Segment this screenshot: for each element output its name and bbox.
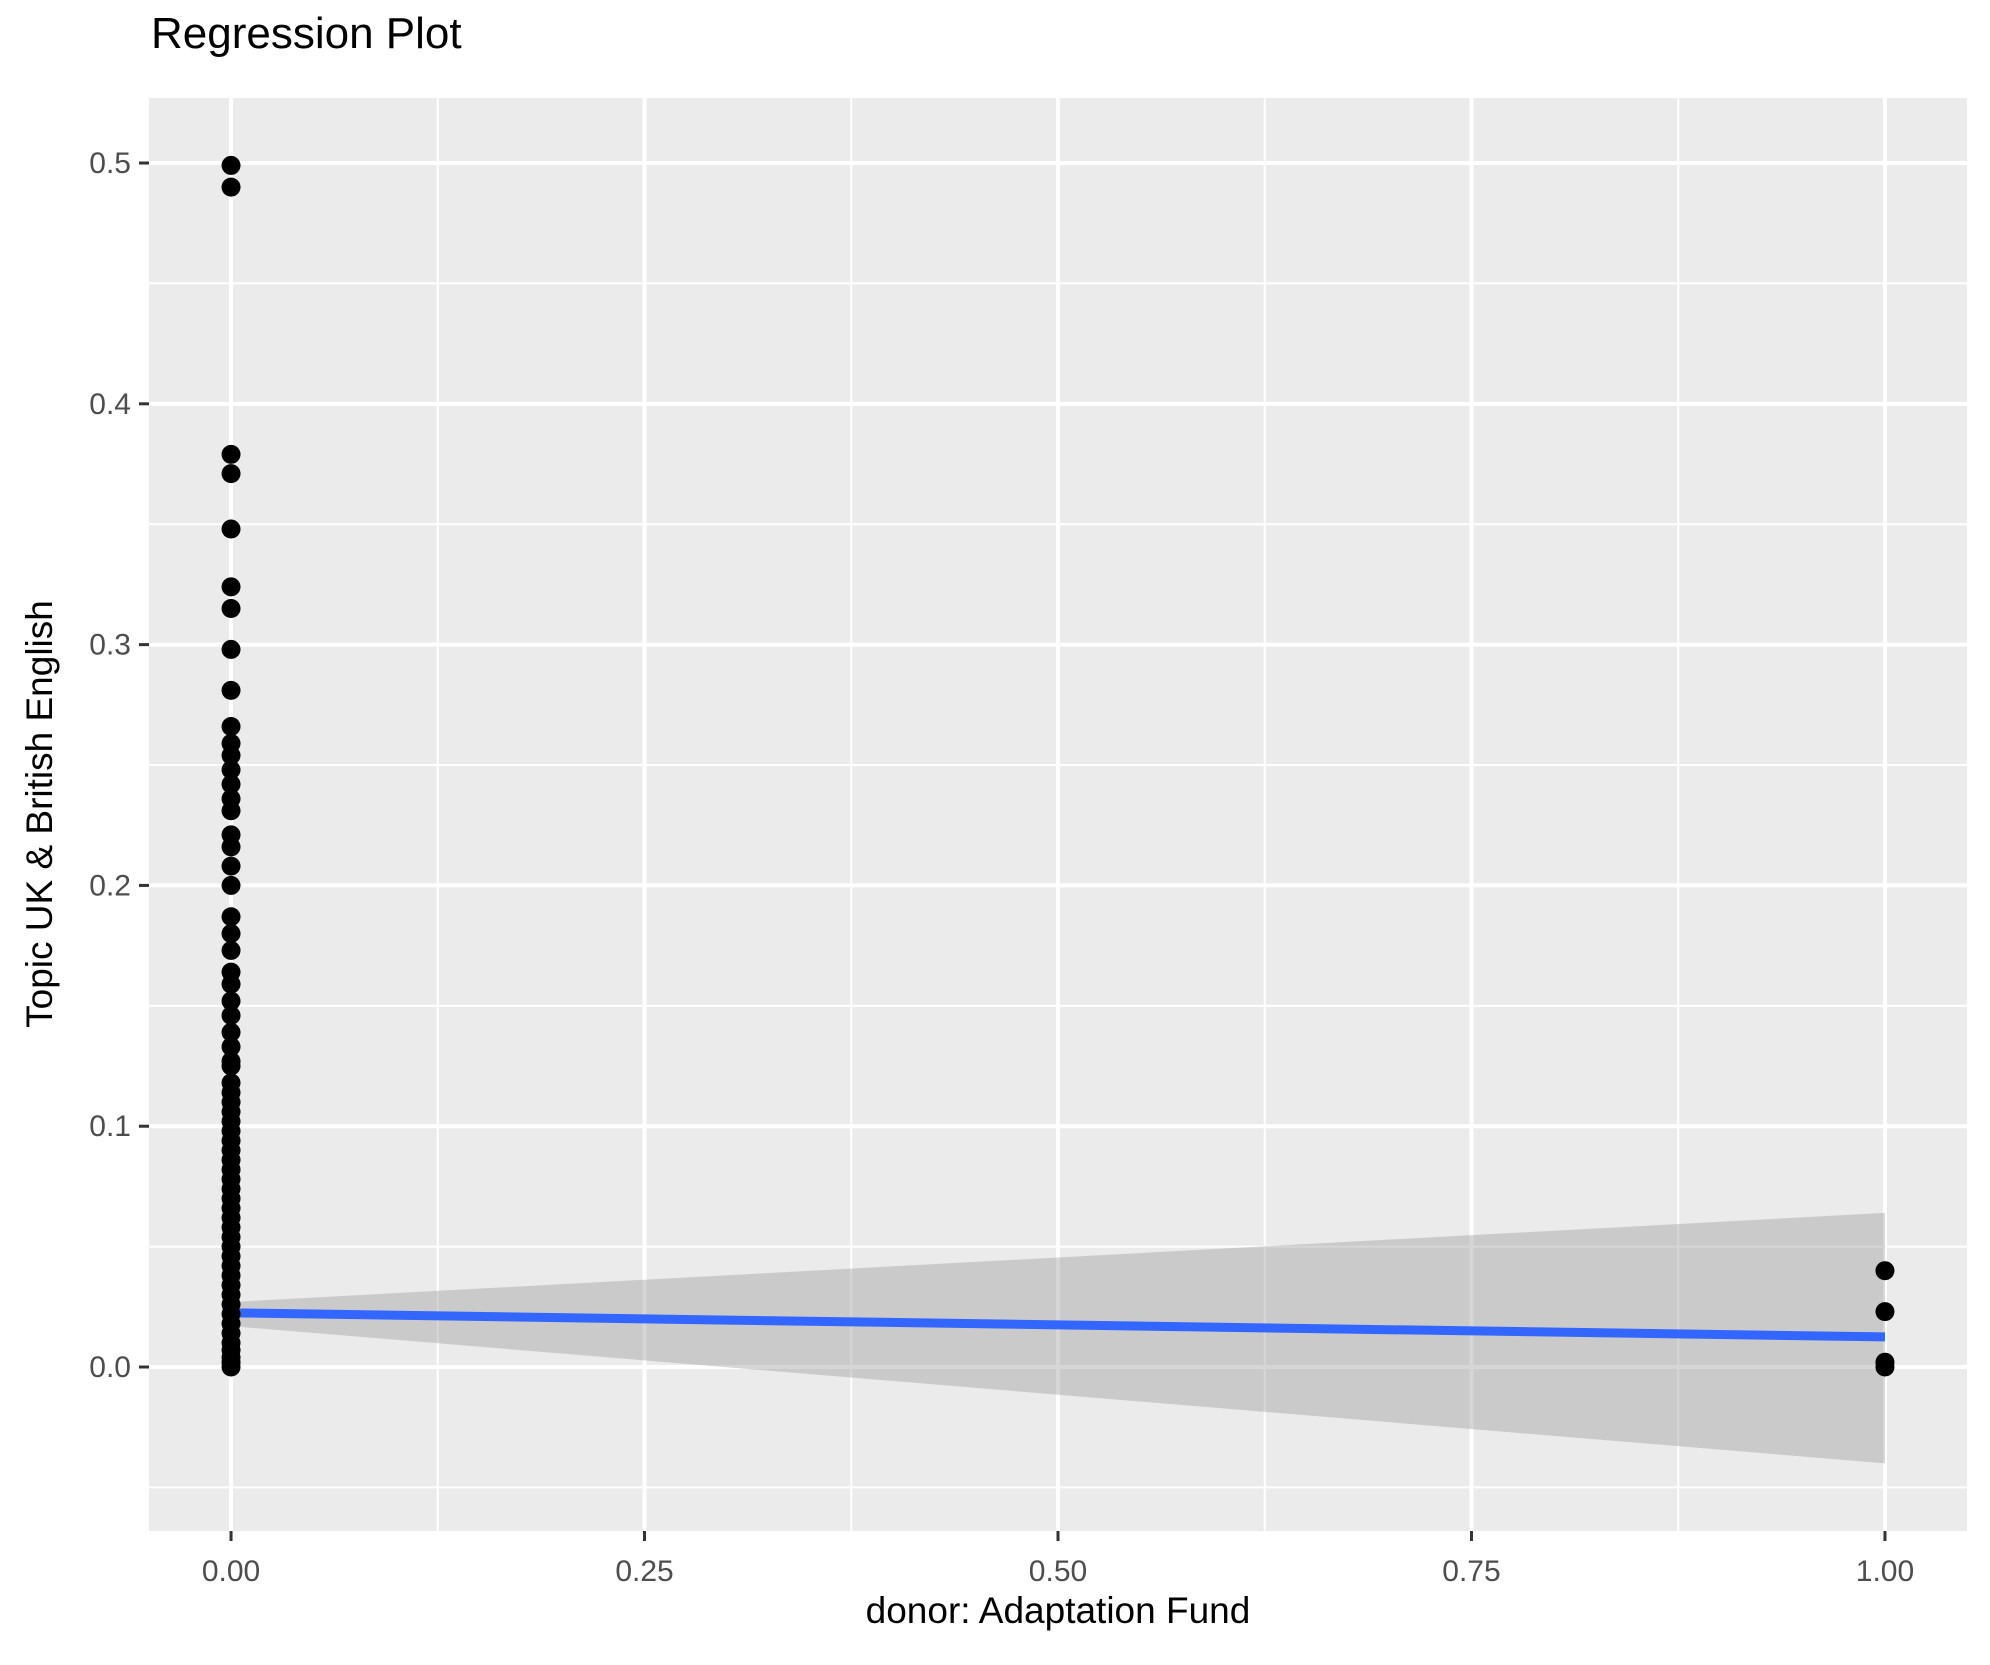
data-point [221, 875, 241, 895]
x-tick-label: 0.00 [202, 1555, 260, 1588]
data-point [221, 940, 241, 960]
plot-title: Regression Plot [151, 9, 462, 58]
y-tick-label: 0.5 [89, 147, 131, 180]
data-point [221, 519, 241, 539]
data-point [221, 907, 241, 927]
data-point [221, 1037, 241, 1057]
data-point [221, 991, 241, 1011]
regression-line [230, 1308, 1886, 1342]
x-tick-label: 0.75 [1442, 1555, 1500, 1588]
data-point [221, 639, 241, 659]
data-point [221, 745, 241, 765]
data-point [221, 177, 241, 197]
x-tick-label: 0.50 [1029, 1555, 1087, 1588]
data-point [221, 155, 241, 175]
x-tick-label: 1.00 [1856, 1555, 1914, 1588]
data-point [1875, 1357, 1895, 1377]
data-point [221, 598, 241, 618]
data-point [221, 837, 241, 857]
data-point [221, 680, 241, 700]
data-point [221, 444, 241, 464]
data-point [221, 774, 241, 794]
data-point [221, 577, 241, 597]
data-point [221, 856, 241, 876]
data-point [221, 801, 241, 821]
data-point [1875, 1302, 1895, 1322]
data-point [221, 464, 241, 484]
y-tick-label: 0.0 [89, 1351, 131, 1384]
x-tick-label: 0.25 [615, 1555, 673, 1588]
data-point [221, 1005, 241, 1025]
data-point [221, 716, 241, 736]
data-point [221, 760, 241, 780]
data-point [221, 1056, 241, 1076]
confidence-ribbon [231, 1212, 1885, 1464]
y-tick-label: 0.3 [89, 629, 131, 662]
y-tick-label: 0.4 [89, 388, 131, 421]
y-axis-title: Topic UK & British English [19, 600, 60, 1028]
data-point [1875, 1261, 1895, 1281]
y-tick-label: 0.1 [89, 1110, 131, 1143]
data-point [221, 1357, 241, 1377]
data-point [221, 1022, 241, 1042]
data-point [221, 974, 241, 994]
y-tick-label: 0.2 [89, 869, 131, 902]
data-point [221, 924, 241, 944]
x-axis-title: donor: Adaptation Fund [865, 1590, 1251, 1631]
